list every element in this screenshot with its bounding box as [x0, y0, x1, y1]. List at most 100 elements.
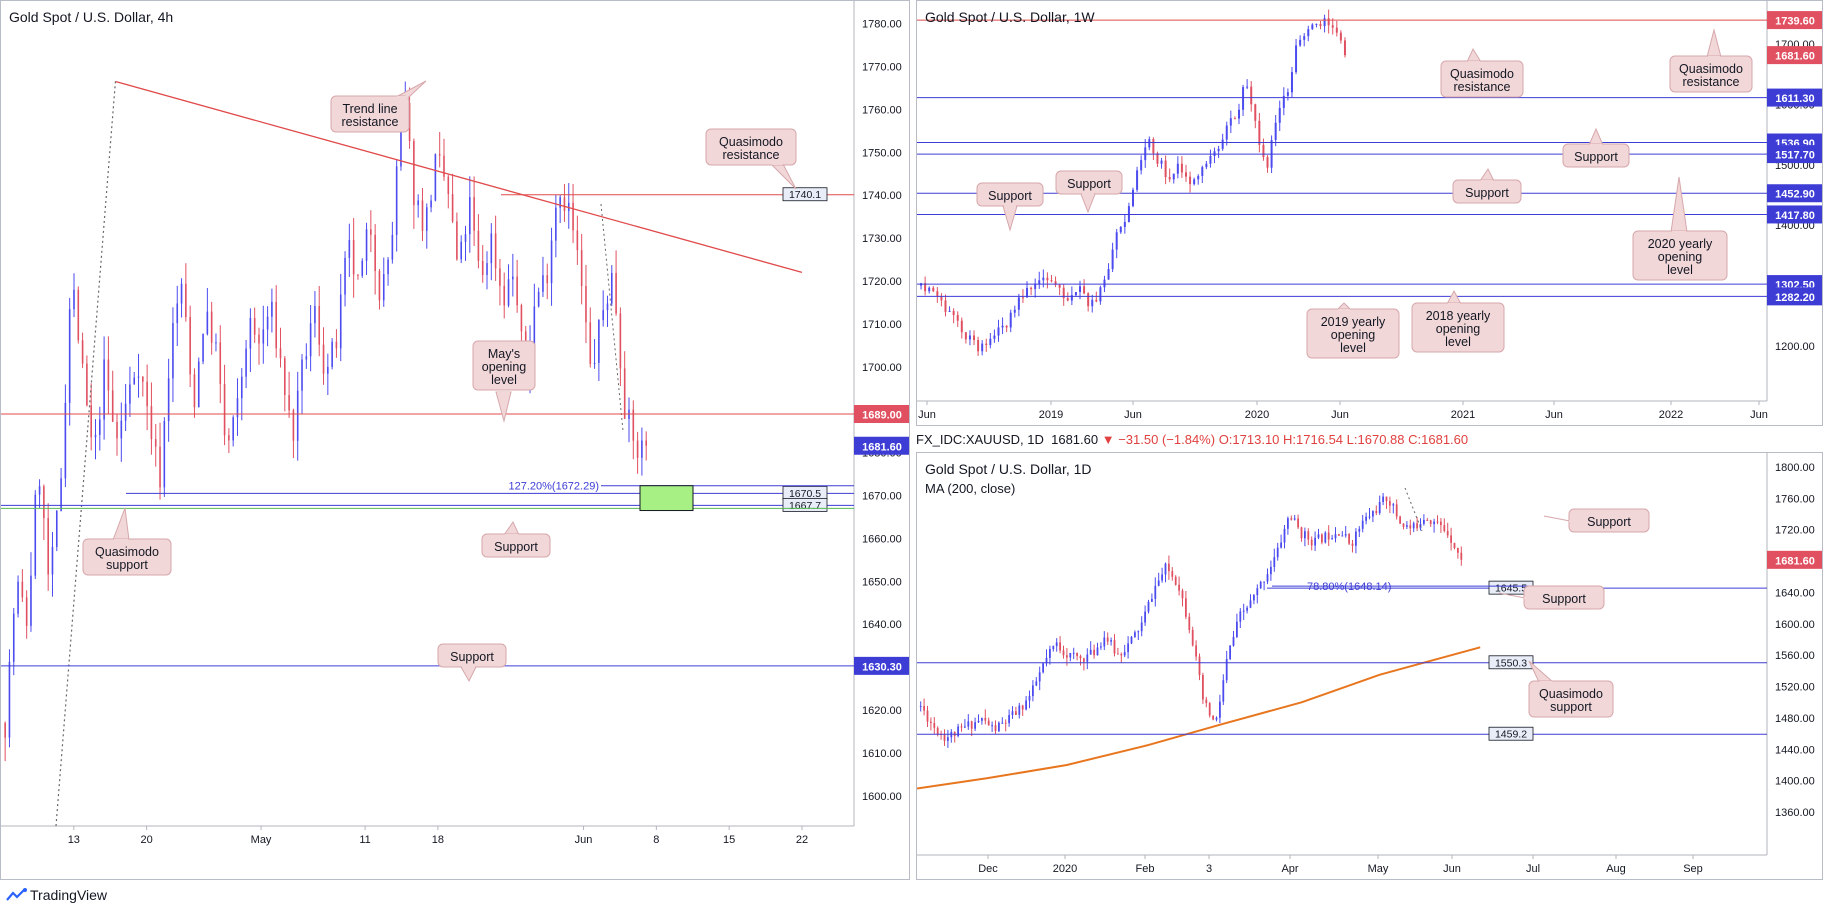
candle-body — [284, 358, 286, 395]
panel-weekly[interactable]: 1200.001300.001400.001500.001600.001700.… — [916, 0, 1823, 426]
x-tick-label: Jun — [1750, 409, 1768, 421]
candle-body — [1140, 622, 1143, 632]
weekly-price-label-6-bg — [1767, 184, 1822, 203]
candle-body — [430, 200, 432, 208]
candle-body — [1372, 510, 1374, 517]
candle-body — [1195, 645, 1197, 657]
candle-body — [960, 320, 963, 333]
callout-support-1-text: Support — [494, 540, 538, 554]
candle-body — [1225, 659, 1228, 681]
y-tick-label: 1700.00 — [862, 362, 902, 374]
callout-support-2-pointer — [460, 666, 477, 683]
callout-w-2018-open-text: 2018 yearly — [1426, 309, 1491, 323]
candle-body — [1412, 523, 1415, 529]
panel-daily[interactable]: 1360.00 1400.00 1440.00 1480.00 1520.00 1560.… — [916, 452, 1823, 880]
candle-body — [1262, 144, 1265, 158]
candle-body — [593, 362, 596, 364]
candle-body — [550, 240, 553, 284]
x-tick-label: 2021 — [1451, 409, 1475, 421]
change-value: ▼ −31.50 (−1.84%) — [1101, 432, 1216, 447]
candle-body — [1096, 647, 1099, 656]
candle-body — [957, 726, 959, 737]
candle-body — [1375, 510, 1378, 514]
candle-body — [559, 197, 561, 208]
candle-body — [1028, 695, 1031, 701]
y-tick-label: 1560.00 — [1775, 650, 1815, 662]
candle-body — [1103, 637, 1106, 647]
candle-body — [1168, 563, 1170, 572]
daily-price-label-last: 1681.60 — [1775, 555, 1815, 567]
candle-body — [60, 478, 62, 511]
y-tick-label: 1480.00 — [1775, 713, 1815, 725]
candle-body — [322, 344, 325, 374]
candle-body — [1045, 657, 1048, 664]
candle-body — [598, 320, 600, 363]
callout-d-qm-support-text: support — [1550, 700, 1592, 714]
open-value: O:1713.10 — [1218, 432, 1280, 447]
symbol-label[interactable]: FX_IDC:XAUUSD, 1D — [916, 432, 1044, 447]
candle-body — [1059, 642, 1061, 651]
candle-body — [1106, 637, 1109, 642]
candle-body — [1319, 23, 1322, 27]
candle-body — [1156, 153, 1159, 164]
dotted-leg-line — [600, 203, 624, 432]
tradingview-brand[interactable]: TradingView — [30, 887, 108, 903]
panel-4h[interactable]: 1600.001610.001620.001630.001640.001650.… — [0, 0, 910, 880]
candle-body — [279, 348, 282, 359]
candle-body — [546, 275, 549, 284]
x-tick-label: Jun — [1124, 409, 1142, 421]
chart-4h[interactable]: 1600.001610.001620.001630.001640.001650.… — [1, 1, 910, 880]
candle-body — [1246, 86, 1249, 88]
y-tick-label: 1360.00 — [1775, 807, 1815, 819]
candle-body — [172, 323, 174, 379]
candle-body — [25, 597, 28, 626]
chart-daily[interactable]: 1360.00 1400.00 1440.00 1480.00 1520.00 1560.… — [917, 453, 1823, 880]
candle-body — [12, 613, 15, 662]
candle-body — [968, 335, 971, 340]
callout-trend-line-text: Trend line — [342, 102, 397, 116]
callout-qm-resistance-pointer — [769, 163, 797, 190]
candle-body — [1001, 325, 1004, 328]
callout-w-support-3-pointer — [1002, 205, 1018, 232]
y-tick-label: 1760.00 — [862, 104, 902, 116]
candle-body — [1327, 18, 1330, 26]
candle-body — [120, 420, 123, 439]
candle-body — [1009, 312, 1012, 328]
candle-body — [1072, 652, 1075, 654]
candle-body — [133, 377, 136, 385]
candle-body — [292, 410, 295, 441]
level-tag-2: 1670.5 — [789, 488, 821, 500]
candle-body — [77, 289, 80, 341]
candle-body — [73, 289, 75, 310]
callout-w-2018-open-text: level — [1445, 335, 1471, 349]
candle-body — [1266, 574, 1269, 582]
candle-body — [1293, 518, 1296, 520]
candle-body — [619, 313, 622, 369]
candle-body — [1193, 179, 1196, 185]
candle-body — [1083, 286, 1086, 294]
candle-body — [1042, 663, 1044, 673]
candle-body — [1335, 27, 1338, 33]
candle-body — [348, 239, 351, 258]
candle-body — [1147, 601, 1150, 612]
weekly-price-label-6: 1452.90 — [1775, 189, 1815, 201]
callout-qm-resistance-box — [705, 128, 797, 166]
candle-body — [1034, 283, 1037, 290]
chart-weekly[interactable]: 1200.001300.001400.001500.001600.001700.… — [917, 1, 1823, 426]
candle-body — [219, 342, 222, 384]
candle-body — [641, 440, 643, 458]
callout-trend-line-text: resistance — [342, 115, 399, 129]
candle-body — [943, 734, 946, 741]
candle-body — [1290, 72, 1293, 93]
candle-body — [520, 305, 523, 332]
candle-body — [1402, 523, 1405, 527]
candle-body — [1004, 722, 1007, 724]
y-tick-label: 1720.00 — [862, 276, 902, 288]
candle-body — [1229, 118, 1232, 126]
x-tick-label: 8 — [653, 834, 659, 846]
candle-body — [1130, 636, 1133, 644]
tradingview-logo-icon[interactable] — [6, 888, 28, 902]
candle-body — [68, 309, 71, 403]
candle-body — [1307, 531, 1310, 540]
